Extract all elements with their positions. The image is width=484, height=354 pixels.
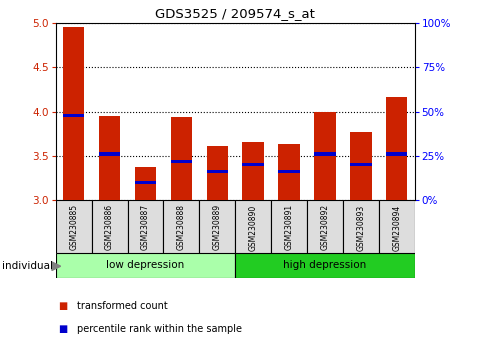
Text: GSM230889: GSM230889 — [212, 204, 221, 250]
Bar — [378, 200, 414, 253]
Bar — [242, 142, 263, 200]
Bar — [170, 117, 192, 200]
Bar — [342, 200, 378, 253]
Bar — [63, 27, 84, 200]
Text: GSM230886: GSM230886 — [105, 204, 114, 250]
Text: GSM230891: GSM230891 — [284, 204, 293, 250]
Text: low depression: low depression — [106, 261, 184, 270]
Text: ■: ■ — [58, 324, 67, 334]
Bar — [91, 200, 127, 253]
Bar — [306, 200, 342, 253]
Bar — [206, 170, 227, 173]
Text: percentile rank within the sample: percentile rank within the sample — [76, 324, 241, 334]
Text: GSM230894: GSM230894 — [392, 204, 400, 251]
Bar — [242, 163, 263, 166]
Text: high depression: high depression — [283, 261, 366, 270]
Text: individual: individual — [2, 261, 53, 271]
Bar — [99, 116, 120, 200]
Polygon shape — [52, 262, 60, 270]
Text: GSM230892: GSM230892 — [320, 204, 329, 250]
Title: GDS3525 / 209574_s_at: GDS3525 / 209574_s_at — [155, 7, 315, 21]
Bar — [56, 200, 91, 253]
Bar — [127, 200, 163, 253]
Bar — [206, 146, 227, 200]
Bar — [278, 170, 299, 173]
Text: GSM230885: GSM230885 — [69, 204, 78, 250]
Bar — [199, 200, 235, 253]
Bar — [170, 160, 192, 162]
Bar — [314, 153, 335, 155]
Bar — [135, 167, 156, 200]
Bar — [56, 253, 235, 278]
Bar — [349, 132, 371, 200]
Bar — [385, 153, 407, 155]
Bar — [63, 114, 84, 116]
Bar — [99, 153, 120, 155]
Text: GSM230888: GSM230888 — [177, 204, 185, 250]
Text: ■: ■ — [58, 301, 67, 311]
Bar — [235, 200, 271, 253]
Bar — [271, 200, 306, 253]
Bar — [278, 144, 299, 200]
Bar — [385, 97, 407, 200]
Text: transformed count: transformed count — [76, 301, 167, 311]
Text: GSM230890: GSM230890 — [248, 204, 257, 251]
Bar — [314, 113, 335, 200]
Bar — [135, 181, 156, 184]
Bar — [349, 163, 371, 166]
Text: GSM230893: GSM230893 — [356, 204, 364, 251]
Bar — [163, 200, 199, 253]
Bar — [235, 253, 414, 278]
Text: GSM230887: GSM230887 — [141, 204, 150, 250]
